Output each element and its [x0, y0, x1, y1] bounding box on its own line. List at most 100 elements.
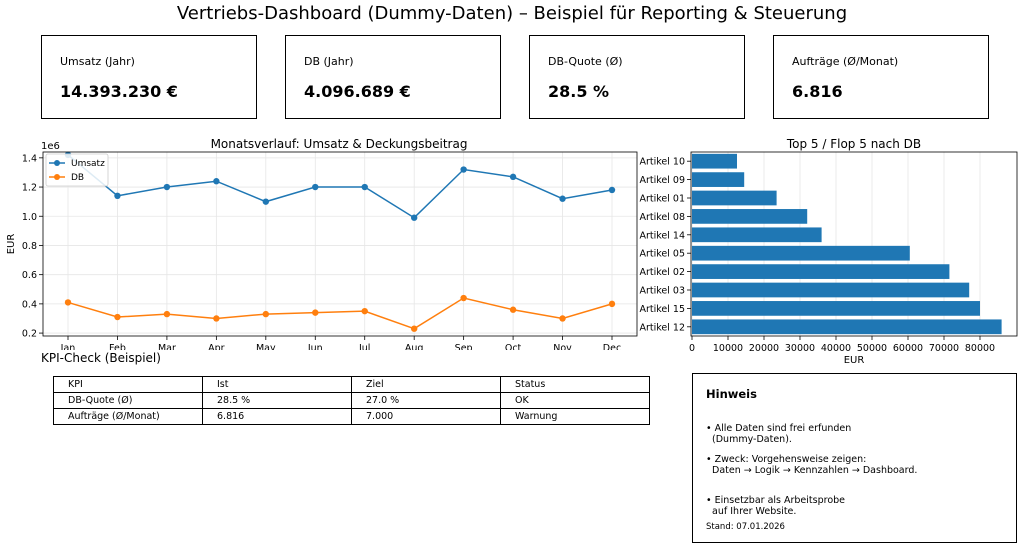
y-tick-label: Artikel 12	[639, 322, 685, 333]
x-tick-label: Feb	[109, 343, 126, 350]
data-point	[361, 307, 368, 315]
hint-line: (Dummy-Daten).	[706, 434, 792, 445]
table-cell: Warnung	[500, 408, 650, 425]
y-tick-label: 1.4	[22, 153, 37, 164]
series-line-db	[67, 297, 613, 330]
x-tick-label: Jan	[60, 343, 76, 350]
data-point	[163, 183, 171, 191]
x-tick-label: Jul	[358, 343, 370, 350]
bar	[692, 153, 737, 169]
data-point	[163, 310, 171, 318]
data-point	[312, 309, 319, 316]
y-tick-label: Artikel 08	[639, 212, 685, 223]
bar	[692, 282, 970, 298]
data-point	[608, 300, 616, 308]
table-row: Aufträge (Ø/Monat) 6.816 7.000 Warnung	[53, 408, 650, 425]
x-tick-label: 50000	[857, 343, 887, 354]
bar-chart: Top 5 / Flop 5 nach DB 0 10000 20000 30000 4…	[639, 137, 1018, 366]
kpi-label: DB (Jahr)	[304, 55, 354, 68]
kpi-value: 4.096.689 €	[304, 82, 411, 101]
hint-item: • Einsetzbar als Arbeitsprobe auf Ihrer …	[706, 495, 845, 517]
x-tick-label: 80000	[965, 343, 995, 354]
x-tick-label: Oct	[505, 343, 522, 350]
x-tick-label: Mar	[158, 343, 176, 350]
data-point	[64, 299, 72, 306]
bar	[692, 227, 822, 243]
legend-label: Umsatz	[71, 159, 105, 169]
kpi-value: 28.5 %	[548, 82, 610, 101]
line-chart: Monatsverlauf: Umsatz & Deckungsbeitrag …	[6, 137, 638, 350]
bar	[692, 172, 745, 187]
data-point	[509, 173, 517, 181]
hint-date: Stand: 07.01.2026	[706, 522, 785, 532]
kpi-card-db: DB (Jahr) 4.096.689 €	[285, 35, 501, 119]
y-tick-label: 0.8	[22, 241, 37, 252]
kpi-label: Aufträge (Ø/Monat)	[792, 55, 899, 68]
y-tick-label: 0.4	[22, 299, 37, 310]
y-tick-label: Artikel 02	[639, 267, 685, 278]
hint-item: • Alle Daten sind frei erfunden (Dummy-D…	[706, 423, 851, 445]
kpi-card-auftraege: Aufträge (Ø/Monat) 6.816	[773, 35, 989, 119]
data-point	[114, 192, 121, 200]
hint-line: • Einsetzbar als Arbeitsprobe	[706, 495, 846, 506]
data-point	[213, 178, 220, 185]
table-cell: Aufträge (Ø/Monat)	[53, 408, 203, 425]
data-point	[262, 198, 270, 205]
table-cell: 7.000	[351, 408, 501, 425]
page-title: Vertriebs-Dashboard (Dummy-Daten) – Beis…	[176, 3, 848, 24]
y-axis-label: EUR	[6, 234, 17, 255]
data-point	[608, 186, 616, 194]
data-point	[312, 183, 319, 191]
x-tick-label: 60000	[893, 343, 923, 354]
kpi-label: Umsatz (Jahr)	[60, 55, 135, 68]
hint-line: • Zweck: Vorgehensweise zeigen:	[706, 454, 867, 465]
line-chart-legend: Umsatz DB	[45, 153, 109, 187]
data-point	[460, 294, 467, 302]
table-header-row: KPI Ist Ziel Status	[53, 376, 650, 393]
y-tick-label: Artikel 15	[639, 304, 685, 315]
kpi-value: 6.816	[792, 82, 843, 101]
x-tick-label: 70000	[929, 343, 959, 354]
data-point	[509, 306, 517, 313]
y-tick-label: Artikel 14	[639, 230, 685, 241]
bar	[692, 190, 777, 206]
x-tick-label: Apr	[208, 343, 225, 350]
x-tick-label: 40000	[821, 343, 851, 354]
y-tick-label: Artikel 09	[639, 175, 685, 186]
y-tick-label: 0.2	[22, 329, 37, 340]
kpi-card-umsatz: Umsatz (Jahr) 14.393.230 €	[41, 35, 257, 119]
x-tick-label: Nov	[553, 343, 572, 350]
y-tick-label: 0.6	[22, 270, 37, 281]
data-point	[262, 310, 270, 318]
table-header: Status	[500, 376, 650, 393]
data-point	[410, 214, 418, 221]
bar	[692, 319, 1002, 335]
x-tick-label: Jun	[307, 343, 323, 350]
table-cell: DB-Quote (Ø)	[53, 392, 203, 409]
bar	[692, 264, 950, 279]
series-line-umsatz	[67, 154, 613, 219]
y-tick-label: Artikel 10	[639, 157, 685, 168]
data-point	[213, 315, 220, 322]
kpi-check-table: KPI Ist Ziel Status DB-Quote (Ø) 28.5 % …	[53, 376, 650, 425]
x-tick-label: 0	[689, 343, 695, 354]
x-tick-label: 10000	[713, 343, 743, 354]
table-header: Ist	[202, 376, 352, 393]
x-tick-label: Sep	[455, 343, 473, 350]
hint-item: • Zweck: Vorgehensweise zeigen: Daten → …	[706, 454, 917, 476]
data-point	[410, 325, 418, 332]
hint-line: auf Ihrer Website.	[706, 506, 797, 517]
table-header: Ziel	[351, 376, 501, 393]
x-axis-label: EUR	[844, 355, 865, 366]
kpi-value: 14.393.230 €	[60, 82, 178, 101]
y-tick-label: Artikel 01	[639, 194, 685, 205]
legend-marker	[54, 174, 60, 180]
data-point	[559, 315, 566, 322]
y-tick-label: Artikel 05	[639, 249, 685, 260]
hint-box: Hinweis • Alle Daten sind frei erfunden …	[692, 373, 1017, 543]
y-tick-label: Artikel 03	[639, 286, 685, 297]
table-cell: OK	[500, 392, 650, 409]
x-tick-label: Aug	[405, 343, 424, 350]
x-tick-label: 30000	[785, 343, 815, 354]
kpi-label: DB-Quote (Ø)	[548, 55, 623, 68]
